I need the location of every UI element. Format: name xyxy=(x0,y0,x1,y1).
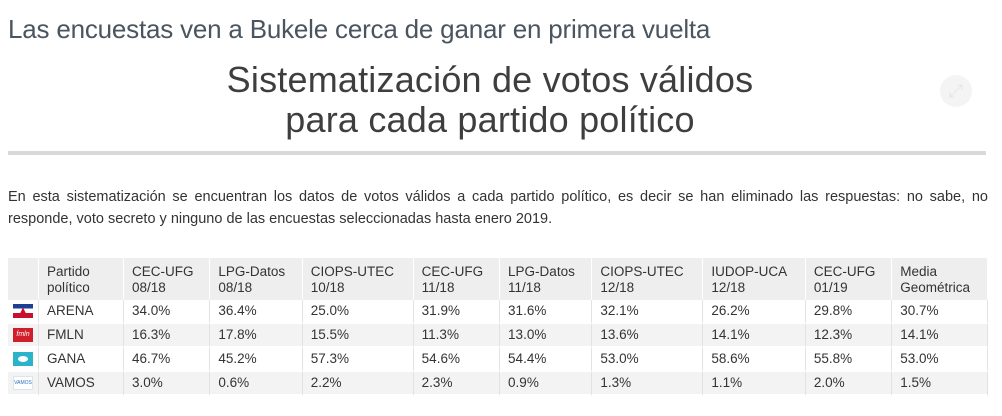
column-header-line1: IUDOP-UCA xyxy=(711,264,788,279)
party-name: ARENA xyxy=(39,300,124,324)
column-header: Partido político xyxy=(39,258,124,300)
column-header-line2: 08/18 xyxy=(218,280,253,295)
column-header-line2: 12/18 xyxy=(711,280,746,295)
expand-icon: ⤢ xyxy=(948,81,964,101)
vamos-flag-icon: VAMOS xyxy=(13,376,33,391)
table-cell: 53.0% xyxy=(892,348,988,372)
table-cell: 12.3% xyxy=(805,324,893,348)
table-row: VAMOS VAMOS 3.0% 0.6% 2.2% 2.3% 0.9% 1.3% 1.1% 2.… xyxy=(8,372,988,396)
table-cell: 34.0% xyxy=(124,300,211,324)
column-header-line2: 01/19 xyxy=(813,280,848,295)
table-cell: 32.1% xyxy=(592,300,704,324)
table-cell: 0.6% xyxy=(210,372,303,396)
table-cell: 54.6% xyxy=(413,348,501,372)
column-header-line2: Geométrica xyxy=(900,280,970,295)
column-header-line1: CIOPS-UTEC xyxy=(310,264,394,279)
party-logo-cell: fmln xyxy=(8,324,39,348)
column-header: LPG-Datos 11/18 xyxy=(500,258,593,300)
column-header-line1: LPG-Datos xyxy=(218,264,286,279)
table-cell: 15.5% xyxy=(302,324,414,348)
table-cell: 2.0% xyxy=(805,372,893,396)
table-cell: 1.3% xyxy=(592,372,704,396)
description-text: En esta sistematización se encuentran lo… xyxy=(8,189,988,227)
party-name: VAMOS xyxy=(39,372,124,396)
column-header: CIOPS-UTEC 10/18 xyxy=(302,258,414,300)
table-cell: 46.7% xyxy=(124,348,211,372)
table-row: fmln FMLN 16.3% 17.8% 15.5% 11.3% 13.0% 13.6% 14… xyxy=(8,324,988,348)
column-header-line2: 12/18 xyxy=(600,280,635,295)
table-cell: 2.2% xyxy=(302,372,414,396)
table-cell: 31.6% xyxy=(500,300,593,324)
column-header-line1: CIOPS-UTEC xyxy=(600,264,684,279)
column-header-line2: 08/18 xyxy=(132,280,166,295)
kicker-headline: Las encuestas ven a Bukele cerca de gana… xyxy=(8,14,711,44)
table-cell: 13.0% xyxy=(500,324,593,348)
table-cell: 1.1% xyxy=(703,372,806,396)
page-title-line2: para cada partido político xyxy=(285,99,695,140)
column-header-line2: político xyxy=(47,280,90,295)
column-header-line1: CEC-UFG xyxy=(813,264,876,279)
arena-flag-icon xyxy=(13,304,33,319)
table-cell: 17.8% xyxy=(210,324,303,348)
table-cell: 45.2% xyxy=(210,348,303,372)
table-cell: 14.1% xyxy=(892,324,988,348)
table-cell: 2.3% xyxy=(413,372,501,396)
table-cell: 54.4% xyxy=(500,348,593,372)
column-header-line1: Media xyxy=(900,264,937,279)
column-header-line2: 10/18 xyxy=(310,280,345,295)
table-cell: 30.7% xyxy=(892,300,988,324)
page-title-line1: Sistematización de votos válidos xyxy=(226,59,754,100)
table-row: GANA 46.7% 45.2% 57.3% 54.6% 54.4% 53.0% 58.6% 5… xyxy=(8,348,988,372)
fmln-flag-icon: fmln xyxy=(13,328,33,343)
column-header-line1: CEC-UFG xyxy=(421,264,484,279)
column-header: CEC-UFG 11/18 xyxy=(413,258,501,300)
column-header-line2: 11/18 xyxy=(508,280,541,295)
table-cell: 1.5% xyxy=(892,372,988,396)
column-header-line1: LPG-Datos xyxy=(508,264,575,279)
table-cell: 57.3% xyxy=(302,348,414,372)
party-logo-cell: VAMOS xyxy=(8,372,39,396)
table-cell: 25.0% xyxy=(302,300,414,324)
table-cell: 13.6% xyxy=(592,324,704,348)
column-header: LPG-Datos 08/18 xyxy=(210,258,303,300)
table-cell: 55.8% xyxy=(805,348,893,372)
table-cell: 11.3% xyxy=(413,324,501,348)
table-cell: 3.0% xyxy=(124,372,211,396)
table-cell: 26.2% xyxy=(703,300,806,324)
table-cell: 0.9% xyxy=(500,372,593,396)
page-title: Sistematización de votos válidos para ca… xyxy=(0,60,980,140)
table-cell: 16.3% xyxy=(124,324,211,348)
column-header-line1: Partido xyxy=(47,264,90,279)
party-logo-cell xyxy=(8,348,39,372)
table-header-row: Partido político CEC-UFG 08/18 LPG-Datos 08/1… xyxy=(8,258,988,300)
expand-button[interactable]: ⤢ xyxy=(940,75,972,107)
column-header: Media Geométrica xyxy=(892,258,988,300)
table-cell: 53.0% xyxy=(592,348,704,372)
party-logo-cell xyxy=(8,300,39,324)
table-cell: 29.8% xyxy=(805,300,893,324)
party-name: GANA xyxy=(39,348,124,372)
header-logo-cell xyxy=(8,258,39,300)
table-cell: 58.6% xyxy=(703,348,806,372)
party-name: FMLN xyxy=(39,324,124,348)
table-body: ARENA 34.0% 36.4% 25.0% 31.9% 31.6% 32.1% 26.2%… xyxy=(8,300,988,396)
column-header: CEC-UFG 01/19 xyxy=(805,258,893,300)
column-header: IUDOP-UCA 12/18 xyxy=(703,258,806,300)
column-header: CIOPS-UTEC 12/18 xyxy=(592,258,704,300)
column-header-line1: CEC-UFG xyxy=(132,264,194,279)
table-cell: 14.1% xyxy=(703,324,806,348)
column-header: CEC-UFG 08/18 xyxy=(124,258,211,300)
table-row: ARENA 34.0% 36.4% 25.0% 31.9% 31.6% 32.1% 26.2%… xyxy=(8,300,988,324)
table-cell: 36.4% xyxy=(210,300,303,324)
gana-flag-icon xyxy=(13,352,33,367)
polls-table: Partido político CEC-UFG 08/18 LPG-Datos 08/1… xyxy=(8,258,988,396)
title-divider xyxy=(8,151,986,155)
column-header-line2: 11/18 xyxy=(421,280,455,295)
table-cell: 31.9% xyxy=(413,300,501,324)
